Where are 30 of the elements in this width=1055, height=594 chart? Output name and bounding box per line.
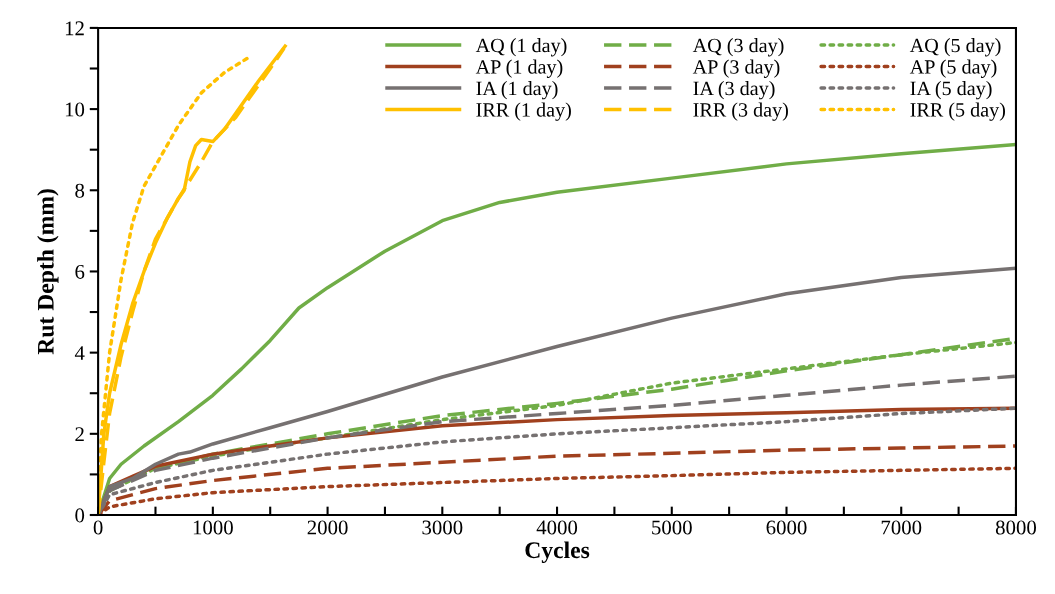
x-tick-label: 8000 — [995, 520, 1036, 535]
legend-label: AQ (3 day) — [692, 38, 784, 57]
y-tick-label: 6 — [75, 264, 85, 279]
y-tick-label: 2 — [75, 427, 84, 442]
legend-label: IRR (5 day) — [910, 102, 1006, 121]
legend-label: IRR (3 day) — [693, 102, 788, 121]
y-tick-label: 12 — [65, 21, 84, 36]
legend-label: AP (1 day) — [475, 59, 563, 78]
x-tick-label: 7000 — [881, 520, 922, 535]
legend-label: IA (3 day) — [693, 81, 775, 100]
legend-label: AQ (1 day) — [475, 38, 567, 57]
x-tick-label: 6000 — [766, 520, 807, 535]
legend-label: AP (3 day) — [692, 59, 780, 78]
y-tick-label: 10 — [65, 102, 85, 117]
x-tick-label: 2000 — [307, 520, 348, 535]
x-tick-label: 5000 — [652, 520, 692, 535]
x-axis-title: Cycles — [525, 541, 590, 564]
x-tick-label: 4000 — [536, 520, 578, 535]
legend-label: IA (1 day) — [476, 81, 558, 100]
legend-label: IRR (1 day) — [476, 102, 571, 121]
legend-label: AP (5 day) — [909, 59, 997, 78]
y-tick-label: 0 — [75, 508, 85, 523]
y-tick-label: 4 — [74, 346, 85, 360]
x-tick-label: 0 — [93, 520, 103, 535]
x-tick-label: 1000 — [193, 520, 233, 535]
legend-label: AQ (5 day) — [909, 38, 1001, 57]
x-tick-label: 3000 — [422, 520, 463, 535]
y-axis-title: Rut Depth (mm) — [37, 189, 59, 355]
legend-label: IA (5 day) — [910, 81, 992, 100]
y-tick-label: 8 — [75, 183, 85, 198]
